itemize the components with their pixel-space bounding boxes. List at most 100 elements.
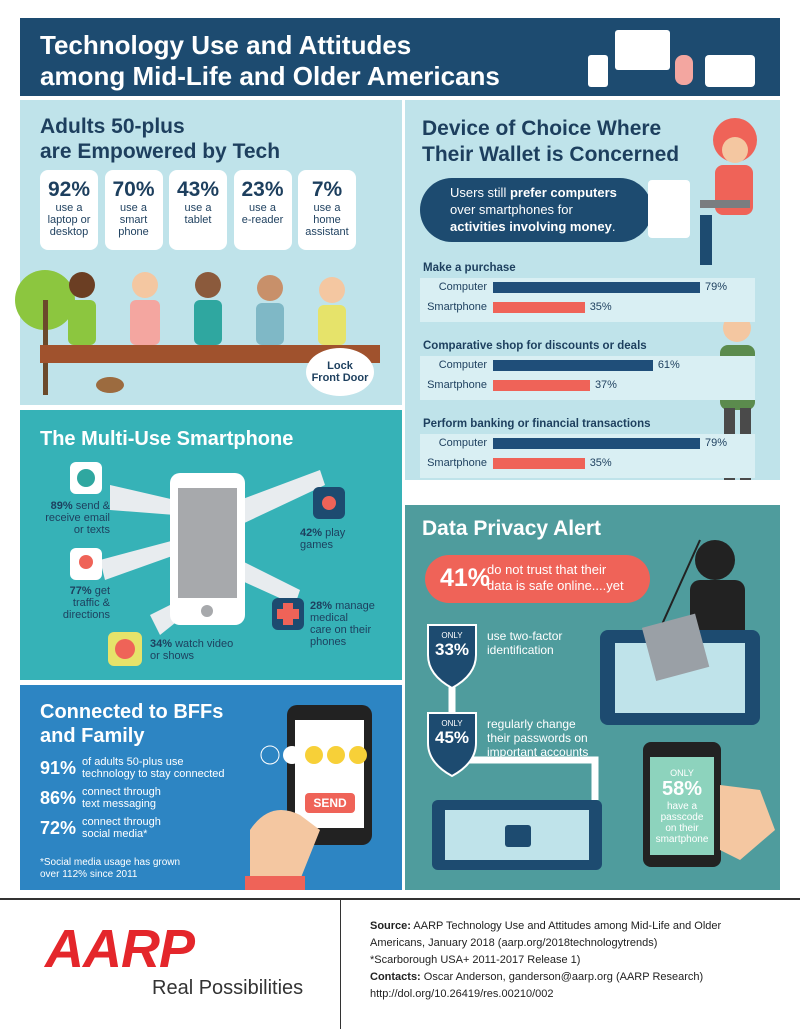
use-text-line: send & bbox=[75, 500, 110, 512]
stat-label: use a bbox=[313, 202, 341, 214]
group-title-wrap: Perform banking or financial transaction… bbox=[423, 418, 651, 430]
send-button bbox=[305, 793, 355, 813]
bff-stat-value: 72% bbox=[40, 818, 76, 839]
sign-line: Lock bbox=[327, 360, 353, 372]
group-title-wrap: Make a purchase bbox=[423, 262, 516, 274]
bar-label-wrap: 79% bbox=[705, 437, 727, 449]
row-label-wrap: Computer bbox=[405, 359, 487, 371]
row-label-wrap: Computer bbox=[405, 437, 487, 449]
phone-value: 58% bbox=[661, 778, 703, 800]
use-text: 77% get traffic & directions bbox=[40, 585, 110, 621]
stat-label: home bbox=[313, 214, 341, 226]
bff-stat-value: 86% bbox=[40, 788, 76, 809]
alert-value: 41% bbox=[440, 564, 491, 592]
footer-line: Americans, January 2018 (aarp.org/2018te… bbox=[370, 935, 780, 952]
row-label: Smartphone bbox=[427, 301, 487, 313]
footer-line: *Scarborough USA+ 2011-2017 Release 1) bbox=[370, 952, 780, 969]
tablet-icon bbox=[705, 55, 755, 87]
footer-label: Source: bbox=[370, 920, 411, 932]
stat-bubble: 7% use a home assistant bbox=[298, 170, 356, 250]
badge: ONLY bbox=[670, 768, 694, 778]
stat-bubble: 43% use a tablet bbox=[169, 170, 227, 250]
use-line: care on their bbox=[310, 624, 372, 636]
badge: ONLY bbox=[441, 631, 463, 640]
shields bbox=[427, 624, 477, 778]
callout-line: Users still prefer computers bbox=[450, 184, 617, 201]
alert-text: do not trust that their data is safe onli… bbox=[487, 562, 624, 594]
use-value: 89% bbox=[50, 500, 73, 512]
empowered-title: Adults 50-plus are Empowered by Tech bbox=[40, 114, 280, 164]
sign-cloud bbox=[306, 348, 374, 396]
sign-line: Front Door bbox=[311, 372, 369, 384]
phone-line: have a bbox=[666, 801, 698, 812]
stat-bubble: 92% use a laptop or desktop bbox=[40, 170, 98, 250]
send-label: SEND bbox=[313, 796, 347, 810]
bar-label-wrap: 79% bbox=[705, 281, 727, 293]
group-title: Perform banking or financial transaction… bbox=[423, 418, 651, 430]
callout-seg: activities involving money bbox=[450, 219, 612, 234]
logo: AARP bbox=[45, 919, 195, 979]
bar-value-label: 35% bbox=[589, 457, 612, 469]
bar bbox=[493, 380, 590, 391]
footer-divider bbox=[340, 900, 341, 1029]
group-title-wrap: Comparative shop for discounts or deals bbox=[423, 340, 647, 352]
tagline-wrap: Real Possibilities bbox=[152, 977, 303, 1000]
note-line: *Social media usage has grown bbox=[40, 857, 181, 868]
callout-line: activities involving money. bbox=[450, 218, 617, 235]
use-text-line: get bbox=[94, 585, 110, 597]
phone-line: on their bbox=[665, 823, 699, 834]
badge: ONLY bbox=[441, 719, 463, 728]
bar bbox=[493, 302, 585, 313]
footer-text: Americans, January 2018 (aarp.org/2018te… bbox=[370, 937, 658, 949]
shield-value: 45% bbox=[434, 728, 470, 747]
item-line: identification bbox=[487, 643, 554, 657]
footer-text: Oscar Anderson, ganderson@aarp.org (AARP… bbox=[423, 971, 704, 983]
stat-bubble: 23% use a e-reader bbox=[233, 170, 292, 250]
use-text: 28% manage medical care on their phones bbox=[310, 600, 390, 648]
row-label: Computer bbox=[438, 437, 487, 449]
row-label-wrap: Computer bbox=[405, 281, 487, 293]
stat-label: desktop bbox=[49, 226, 89, 238]
stat-label: assistant bbox=[305, 226, 349, 238]
bff-stat-value: 91% bbox=[40, 758, 76, 779]
title-line: Adults 50-plus bbox=[40, 115, 185, 138]
bar-value-label: 37% bbox=[594, 379, 617, 391]
stat-value: 43% bbox=[176, 178, 220, 201]
phone-text: ONLY 58% have a passcode on their smartphone bbox=[650, 768, 714, 845]
footer-text: AARP Technology Use and Attitudes among … bbox=[413, 920, 722, 932]
bff-stat-text: of adults 50-plus use technology to stay … bbox=[82, 756, 224, 780]
footer-text: *Scarborough USA+ 2011-2017 Release 1) bbox=[370, 954, 581, 966]
stat-label: tablet bbox=[184, 214, 212, 226]
use-line: or shows bbox=[150, 650, 195, 662]
bff-text: connect through bbox=[82, 786, 161, 798]
item-line: their passwords on bbox=[487, 731, 588, 745]
phone-line: passcode bbox=[660, 812, 704, 823]
title-line: among Mid-Life and Older Americans bbox=[40, 61, 500, 91]
bff-text: social media* bbox=[82, 828, 148, 840]
bff-stat-text: connect through text messaging bbox=[82, 786, 161, 810]
footer-line: http://dol.org/10.26419/res.00210/002 bbox=[370, 986, 780, 1003]
stat-value: 7% bbox=[311, 178, 343, 201]
bar-label-wrap: 61% bbox=[658, 359, 680, 371]
phone-screen bbox=[178, 488, 237, 598]
use-value: 42% bbox=[300, 527, 323, 539]
use-line: 42% play games bbox=[300, 527, 380, 551]
privacy-phone-screen bbox=[650, 757, 714, 855]
bar-label-wrap: 35% bbox=[590, 457, 612, 469]
callout-seg: over smartphones for bbox=[450, 202, 573, 217]
bffs-title: Connected to BFFs and Family bbox=[40, 700, 223, 748]
row-label: Computer bbox=[438, 359, 487, 371]
use-text-line: play games bbox=[300, 527, 346, 551]
cable bbox=[448, 660, 599, 800]
bar bbox=[493, 360, 653, 371]
stat-label: use a bbox=[184, 202, 212, 214]
stat-label: use a bbox=[55, 202, 83, 214]
callout-seg: Users still bbox=[450, 185, 510, 200]
people bbox=[68, 272, 346, 393]
stat-label: phone bbox=[118, 226, 149, 238]
sleeve bbox=[245, 876, 305, 890]
privacy-hand bbox=[720, 785, 775, 860]
note-line: over 112% since 2011 bbox=[40, 869, 138, 880]
use-line: 28% manage bbox=[310, 600, 390, 612]
bff-text: of adults 50-plus use bbox=[82, 756, 184, 768]
